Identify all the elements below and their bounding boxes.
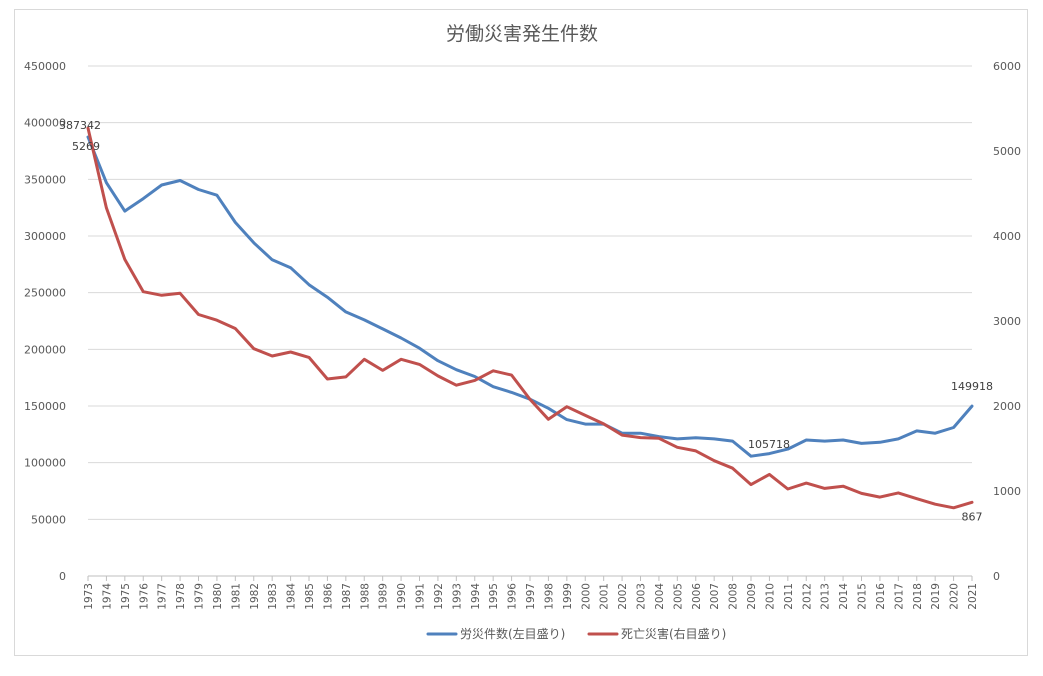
- left-axis-tick-label: 0: [59, 570, 66, 583]
- chart-area: [14, 9, 1028, 656]
- x-axis-tick-label: 2011: [783, 583, 795, 610]
- right-axis-tick-label: 4000: [993, 230, 1021, 243]
- x-axis-tick-label: 2014: [838, 583, 850, 610]
- x-axis-tick-label: 1993: [451, 583, 463, 610]
- x-axis-tick-label: 2012: [801, 583, 813, 610]
- x-axis-tick-label: 1973: [83, 583, 95, 610]
- series-line-2: [86, 126, 974, 510]
- legend: 労災件数(左目盛り) 死亡災害(右目盛り): [426, 626, 726, 641]
- data-label: 867: [962, 510, 983, 523]
- data-label: 105718: [748, 438, 790, 451]
- data-label: 387342: [59, 119, 101, 132]
- legend-label-1: 労災件数(左目盛り): [460, 626, 565, 641]
- x-axis-tick-label: 1987: [341, 583, 353, 610]
- right-axis-tick-label: 0: [993, 570, 1000, 583]
- data-labels: 387342 5269 105718 149918 867: [59, 119, 993, 523]
- x-axis-tick-label: 2018: [912, 583, 924, 610]
- left-axis-tick-label: 100000: [24, 457, 66, 470]
- x-axis-tick-label: 1978: [175, 583, 187, 610]
- x-axis-tick-label: 1996: [507, 583, 519, 610]
- right-axis-tick-label: 2000: [993, 400, 1021, 413]
- left-axis-tick-label: 50000: [31, 513, 66, 526]
- x-axis-tick-label: 1974: [101, 583, 113, 610]
- x-axis-tick-label: 1976: [138, 583, 150, 610]
- left-axis-tick-label: 350000: [24, 173, 66, 186]
- x-axis-ticks: 1973 1974 1975 1976 1977 1978 1979 1980 1981 1982…: [83, 576, 979, 610]
- x-axis-tick-label: 1989: [378, 583, 390, 610]
- left-axis-tick-label: 150000: [24, 400, 66, 413]
- right-axis-tick-label: 1000: [993, 485, 1021, 498]
- x-axis-tick-label: 2017: [893, 583, 905, 610]
- x-axis-tick-label: 2021: [967, 583, 979, 610]
- x-axis-tick-label: 1979: [194, 583, 206, 610]
- x-axis-tick-label: 2015: [857, 583, 869, 610]
- x-axis-tick-label: 1988: [359, 583, 371, 610]
- left-axis-tick-label: 200000: [24, 343, 66, 356]
- x-axis-tick-label: 2001: [599, 583, 611, 610]
- left-axis-tick-label: 300000: [24, 230, 66, 243]
- x-axis-tick-label: 2004: [654, 583, 666, 610]
- right-axis-tick-label: 6000: [993, 60, 1021, 73]
- x-axis-tick-label: 1991: [415, 583, 427, 610]
- x-axis-tick-label: 2020: [949, 583, 961, 610]
- chart-title: 労働災害発生件数: [446, 23, 598, 45]
- x-axis-tick-label: 1982: [249, 583, 261, 610]
- x-axis-tick-label: 1983: [267, 583, 279, 610]
- x-axis-tick-label: 2016: [875, 583, 887, 610]
- x-axis-tick-label: 2007: [709, 583, 721, 610]
- x-axis-tick-label: 1984: [286, 583, 298, 610]
- x-axis-tick-label: 2010: [764, 583, 776, 610]
- x-axis-tick-label: 2013: [820, 583, 832, 610]
- data-label: 5269: [72, 140, 100, 153]
- x-axis-tick-label: 2009: [746, 583, 758, 610]
- x-axis-tick-label: 1999: [562, 583, 574, 610]
- x-axis-tick-label: 1994: [470, 583, 482, 610]
- left-axis-tick-label: 250000: [24, 287, 66, 300]
- right-axis-ticks: 0 1000 2000 3000 4000 5000 6000: [993, 60, 1021, 583]
- series-lines: [86, 126, 974, 510]
- left-axis-tick-label: 400000: [24, 117, 66, 130]
- x-axis-tick-label: 1998: [543, 583, 555, 610]
- x-axis-tick-label: 1986: [322, 583, 334, 610]
- x-axis-tick-label: 2008: [728, 583, 740, 610]
- x-axis-tick-label: 1977: [157, 583, 169, 610]
- x-axis-tick-label: 2000: [580, 583, 592, 610]
- x-axis-tick-label: 1990: [396, 583, 408, 610]
- right-axis-tick-label: 3000: [993, 315, 1021, 328]
- x-axis-tick-label: 1992: [433, 583, 445, 610]
- x-axis-tick-label: 2006: [691, 583, 703, 610]
- left-axis-tick-label: 450000: [24, 60, 66, 73]
- x-axis-tick-label: 2019: [930, 583, 942, 610]
- legend-label-2: 死亡災害(右目盛り): [621, 626, 726, 641]
- x-axis-tick-label: 2003: [636, 583, 648, 610]
- x-axis-tick-label: 1997: [525, 583, 537, 610]
- x-axis-tick-label: 2005: [672, 583, 684, 610]
- series-line-1: [86, 135, 974, 458]
- data-label: 149918: [951, 380, 993, 393]
- x-axis-tick-label: 1995: [488, 583, 500, 610]
- right-axis-tick-label: 5000: [993, 145, 1021, 158]
- x-axis-tick-label: 1980: [212, 583, 224, 610]
- x-axis-tick-label: 1975: [120, 583, 132, 610]
- left-axis-ticks: 0 50000 100000 150000 200000 250000 300000 3500…: [24, 60, 66, 583]
- x-axis-tick-label: 2002: [617, 583, 629, 610]
- x-axis-tick-label: 1981: [230, 583, 242, 610]
- x-axis-tick-label: 1985: [304, 583, 316, 610]
